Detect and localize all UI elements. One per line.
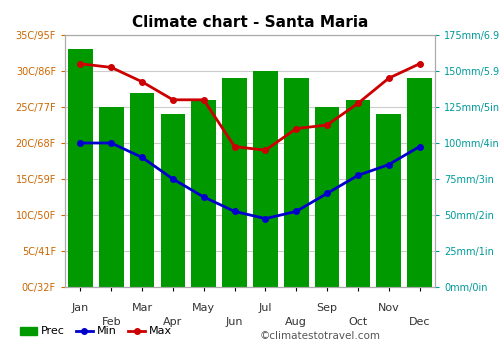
Text: Dec: Dec	[409, 317, 430, 327]
Title: Climate chart - Santa Maria: Climate chart - Santa Maria	[132, 15, 368, 30]
Text: Jan: Jan	[72, 303, 89, 313]
Bar	[68, 49, 93, 287]
Bar	[130, 93, 154, 287]
Text: Feb: Feb	[102, 317, 121, 327]
Bar	[192, 100, 216, 287]
Text: Oct: Oct	[348, 317, 368, 327]
Text: Apr: Apr	[164, 317, 182, 327]
Bar	[346, 100, 370, 287]
Text: Sep: Sep	[316, 303, 338, 313]
Bar	[253, 71, 278, 287]
Bar	[407, 78, 432, 287]
Bar	[99, 107, 124, 287]
Bar	[160, 114, 186, 287]
Legend: Prec, Min, Max: Prec, Min, Max	[16, 322, 177, 341]
Bar	[284, 78, 308, 287]
Text: May: May	[192, 303, 216, 313]
Text: Jun: Jun	[226, 317, 244, 327]
Bar	[222, 78, 247, 287]
Text: Aug: Aug	[286, 317, 307, 327]
Text: Mar: Mar	[132, 303, 152, 313]
Text: Nov: Nov	[378, 303, 400, 313]
Bar	[315, 107, 340, 287]
Text: ©climatestotravel.com: ©climatestotravel.com	[260, 331, 381, 341]
Text: Jul: Jul	[258, 303, 272, 313]
Bar	[376, 114, 401, 287]
